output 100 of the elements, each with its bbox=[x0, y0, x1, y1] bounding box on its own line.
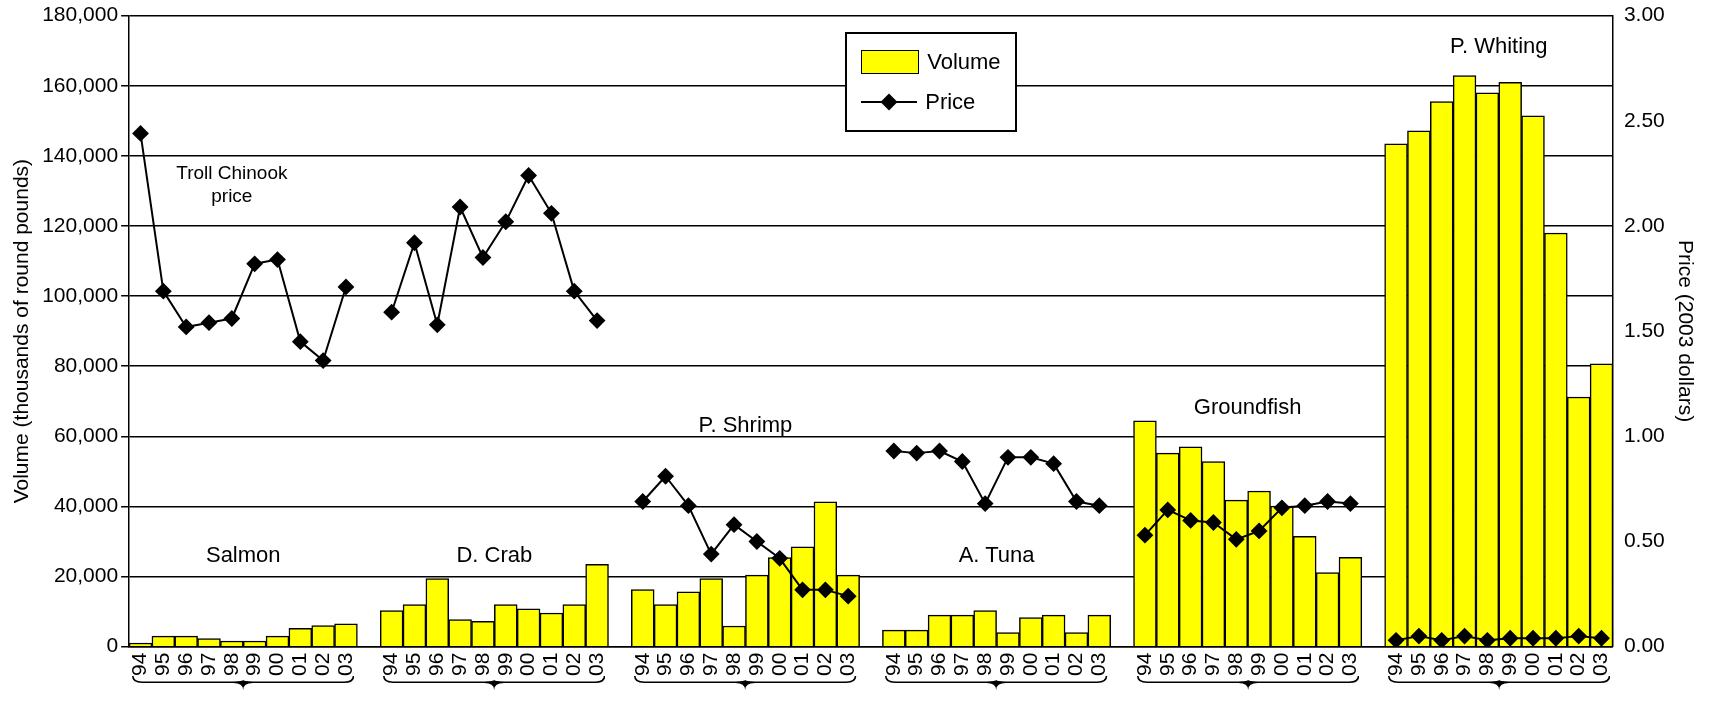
point bbox=[201, 314, 218, 331]
x-tick-label: 02 bbox=[1565, 652, 1589, 676]
x-tick-label: 01 bbox=[789, 652, 813, 676]
point bbox=[132, 125, 149, 142]
point bbox=[543, 205, 560, 222]
point bbox=[954, 453, 971, 470]
point bbox=[1388, 632, 1405, 647]
x-tick-label: 96 bbox=[172, 652, 196, 676]
x-tick-label: 98 bbox=[1223, 652, 1247, 676]
point bbox=[178, 318, 195, 335]
annotation: Salmon bbox=[205, 541, 281, 567]
x-tick-label: 94 bbox=[880, 652, 904, 676]
point bbox=[794, 581, 811, 598]
point bbox=[452, 199, 469, 216]
point bbox=[1342, 495, 1359, 512]
y2-tick-label: 1.50 bbox=[1623, 317, 1665, 341]
x-tick-label: 02 bbox=[1314, 652, 1338, 676]
x-tick-label: 95 bbox=[652, 652, 676, 676]
x-tick-label: 95 bbox=[150, 652, 174, 676]
point bbox=[429, 316, 446, 333]
point bbox=[589, 312, 606, 329]
y-tick-label: 140,000 bbox=[42, 142, 119, 166]
x-tick-label: 02 bbox=[1063, 652, 1087, 676]
x-tick-label: 01 bbox=[1542, 652, 1566, 676]
point bbox=[1068, 493, 1085, 510]
x-tick-label: 99 bbox=[743, 652, 767, 676]
point bbox=[155, 283, 172, 300]
x-tick-label: 94 bbox=[1382, 652, 1406, 676]
point bbox=[1159, 501, 1176, 518]
point bbox=[406, 234, 423, 251]
point bbox=[657, 468, 674, 485]
x-tick-label: 95 bbox=[1154, 652, 1178, 676]
x-tick-label: 01 bbox=[1291, 652, 1315, 676]
x-tick-label: 99 bbox=[241, 652, 265, 676]
x-tick-label: 97 bbox=[1451, 652, 1475, 676]
y2-tick-label: 1.00 bbox=[1623, 423, 1665, 447]
point bbox=[566, 283, 583, 300]
x-tick-label: 95 bbox=[1405, 652, 1429, 676]
point bbox=[1205, 514, 1222, 531]
x-tick-label: 00 bbox=[1519, 652, 1543, 676]
point bbox=[246, 255, 263, 272]
y-tick-label: 80,000 bbox=[53, 352, 119, 376]
point bbox=[1502, 630, 1519, 647]
y-tick-label: 120,000 bbox=[42, 212, 119, 236]
x-tick-label: 00 bbox=[515, 652, 539, 676]
point bbox=[1182, 512, 1199, 529]
x-tick-label: 03 bbox=[332, 652, 356, 676]
point bbox=[680, 497, 697, 514]
y2-tick-label: 0.00 bbox=[1623, 633, 1665, 657]
point bbox=[223, 310, 240, 327]
x-tick-label: 94 bbox=[1131, 652, 1155, 676]
x-tick-label: 99 bbox=[492, 652, 516, 676]
point bbox=[1593, 630, 1610, 647]
point bbox=[383, 304, 400, 321]
x-tick-label: 00 bbox=[1268, 652, 1292, 676]
point bbox=[1273, 499, 1290, 516]
point bbox=[1296, 497, 1313, 514]
x-tick-label: 03 bbox=[1086, 652, 1110, 676]
x-tick-label: 01 bbox=[538, 652, 562, 676]
point bbox=[931, 443, 948, 460]
x-tick-label: 97 bbox=[446, 652, 470, 676]
point bbox=[726, 516, 743, 533]
point bbox=[1228, 531, 1245, 548]
x-tick-label: 99 bbox=[1245, 652, 1269, 676]
x-tick-label: 96 bbox=[1428, 652, 1452, 676]
point bbox=[1319, 493, 1336, 510]
x-tick-label: 98 bbox=[971, 652, 995, 676]
y-tick-label: 60,000 bbox=[53, 423, 119, 447]
point bbox=[1410, 628, 1427, 645]
x-tick-label: 00 bbox=[264, 652, 288, 676]
y-tick-label: 180,000 bbox=[42, 2, 119, 26]
x-tick-label: 02 bbox=[309, 652, 333, 676]
x-tick-label: 03 bbox=[1337, 652, 1361, 676]
y2-tick-label: 0.50 bbox=[1623, 528, 1665, 552]
x-tick-label: 98 bbox=[720, 652, 744, 676]
annotation: P. Shrimp bbox=[698, 411, 793, 437]
point bbox=[1433, 632, 1450, 647]
point bbox=[1479, 632, 1496, 647]
x-tick-label: 96 bbox=[926, 652, 950, 676]
x-tick-label: 96 bbox=[1177, 652, 1201, 676]
x-tick-label: 94 bbox=[127, 652, 151, 676]
x-tick-label: 94 bbox=[378, 652, 402, 676]
x-tick-label: 95 bbox=[401, 652, 425, 676]
annotation: Groundfish bbox=[1193, 394, 1302, 420]
annotation: P. Whiting bbox=[1450, 33, 1548, 59]
x-tick-label: 01 bbox=[1040, 652, 1064, 676]
x-tick-label: 99 bbox=[994, 652, 1018, 676]
point bbox=[885, 443, 902, 460]
point bbox=[337, 278, 354, 295]
x-tick-label: 03 bbox=[583, 652, 607, 676]
y-tick-label: 100,000 bbox=[42, 282, 119, 306]
point bbox=[1091, 497, 1108, 514]
y2-tick-label: 2.50 bbox=[1623, 107, 1665, 131]
y-tick-label: 0 bbox=[106, 633, 119, 657]
point bbox=[1456, 628, 1473, 645]
x-tick-label: 03 bbox=[1588, 652, 1612, 676]
annotation: D. Crab bbox=[456, 541, 533, 567]
y2-axis-title: Price (2003 dollars) bbox=[1674, 240, 1698, 423]
point bbox=[977, 495, 994, 512]
x-tick-label: 98 bbox=[218, 652, 242, 676]
